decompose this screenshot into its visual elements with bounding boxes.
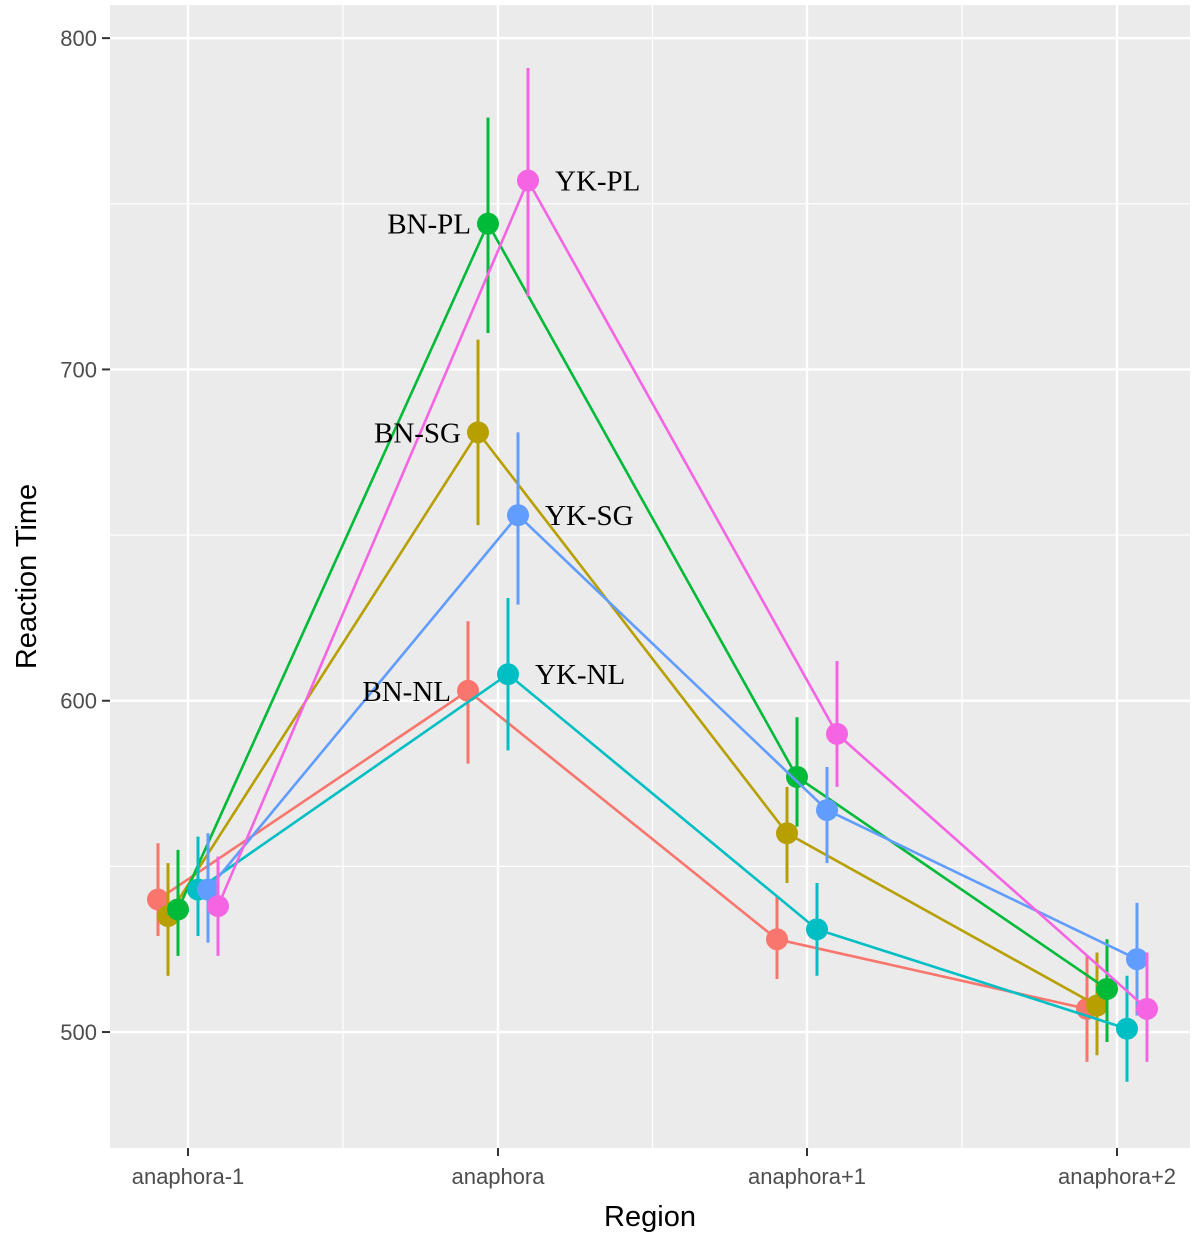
series-label-bn-pl: BN-PL: [387, 209, 471, 241]
data-point: [147, 888, 169, 911]
data-point: [457, 679, 479, 702]
y-tick-label: 700: [60, 357, 97, 382]
y-axis: 500 600 700 800: [60, 26, 110, 1045]
minor-gridlines: [110, 5, 1190, 1148]
series-bn-pl: [167, 117, 1118, 1042]
y-axis-title: Reaction Time: [11, 484, 43, 669]
series-label-yk-pl: YK-PL: [555, 166, 640, 198]
x-tick-label: anaphora: [452, 1164, 546, 1189]
data-point: [776, 822, 798, 845]
data-point: [826, 722, 848, 745]
series-yk-sg: [197, 432, 1148, 1016]
series-line: [216, 177, 1148, 1010]
data-point: [1126, 948, 1148, 971]
data-point: [207, 895, 229, 918]
data-point: [1116, 1017, 1138, 1040]
series-line: [197, 672, 1128, 1030]
data-point: [1086, 994, 1108, 1017]
series-label-bn-nl: BN-NL: [362, 676, 451, 708]
x-tick-label: anaphora+1: [748, 1164, 866, 1189]
data-point: [816, 799, 838, 822]
x-tick-label: anaphora-1: [132, 1164, 245, 1189]
series-line: [157, 689, 1088, 1011]
data-point: [467, 421, 489, 444]
data-point: [197, 878, 219, 901]
data-point: [497, 663, 519, 686]
x-axis-title: Region: [604, 1201, 696, 1233]
data-point: [786, 765, 808, 788]
x-axis: anaphora-1 anaphora anaphora+1 anaphora+2: [132, 1148, 1176, 1189]
data-point: [477, 212, 499, 235]
series-yk-pl: [207, 67, 1158, 1062]
series-line: [176, 220, 1108, 991]
x-tick-label: anaphora+2: [1058, 1164, 1176, 1189]
data-point: [1096, 977, 1118, 1000]
series-layer: [147, 67, 1158, 1082]
major-gridlines: [110, 5, 1190, 1148]
data-point: [507, 504, 529, 527]
series-bn-nl: [147, 621, 1098, 1062]
data-point: [766, 928, 788, 951]
y-tick-label: 800: [60, 26, 97, 51]
data-point: [167, 898, 189, 921]
series-bn-sg: [157, 339, 1108, 1056]
series-line: [206, 513, 1138, 961]
series-label-bn-sg: BN-SG: [374, 417, 461, 449]
series-line: [166, 430, 1098, 1007]
annotation-layer: BN-PL YK-PL BN-SG YK-SG BN-NL YK-NL: [362, 166, 640, 708]
data-point: [1136, 997, 1158, 1020]
data-point: [517, 169, 539, 192]
data-point: [806, 918, 828, 941]
plot-panel: [110, 5, 1190, 1148]
y-tick-label: 600: [60, 689, 97, 714]
y-tick-label: 500: [60, 1020, 97, 1045]
series-label-yk-nl: YK-NL: [535, 659, 625, 691]
series-label-yk-sg: YK-SG: [545, 500, 634, 532]
